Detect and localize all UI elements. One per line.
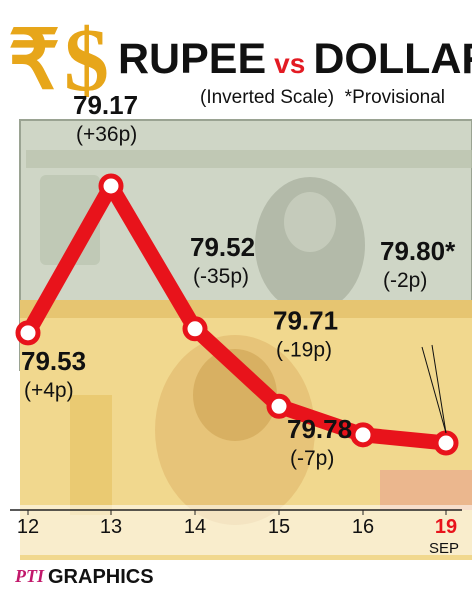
series-line xyxy=(20,178,454,451)
value-label: 79.53 xyxy=(21,346,86,376)
rupee-symbol: ₹ xyxy=(8,15,60,106)
value-label: 79.80* xyxy=(380,236,456,266)
x-tick-label: 19 xyxy=(435,516,457,538)
banknote-background xyxy=(19,119,472,560)
change-label: (+36p) xyxy=(76,123,137,146)
page-title: RUPEE vs DOLLAR xyxy=(118,35,472,83)
value-label: 79.71 xyxy=(273,305,338,335)
value-label: 79.78 xyxy=(287,414,352,444)
title-part2: DOLLAR xyxy=(313,35,472,83)
title-vs: vs xyxy=(274,48,305,79)
data-point xyxy=(350,422,376,448)
subtitle: (Inverted Scale) *Provisional xyxy=(200,87,445,108)
x-tick-label: 13 xyxy=(100,516,122,538)
footer-logo: PTI GRAPHICS xyxy=(14,566,154,588)
x-tick-label: 16 xyxy=(352,516,374,538)
change-label: (+4p) xyxy=(24,379,74,402)
series-layer xyxy=(15,173,459,456)
header: ₹ $ RUPEE vs DOLLAR (Inverted Scale) *Prov… xyxy=(8,11,472,110)
change-label: (-7p) xyxy=(290,447,334,470)
change-label: (-19p) xyxy=(276,338,332,361)
pti-logo-box xyxy=(14,566,44,585)
pti-logo: PTI xyxy=(14,566,45,586)
data-point xyxy=(15,320,41,346)
data-point xyxy=(433,430,459,456)
data-point xyxy=(98,173,124,199)
dollar-symbol: $ xyxy=(64,11,109,110)
data-point xyxy=(182,316,208,342)
x-tick-sublabel: SEP xyxy=(429,540,459,557)
change-label: (-2p) xyxy=(383,269,427,292)
x-tick-label: 12 xyxy=(17,516,39,538)
leader-line xyxy=(431,344,447,434)
title-part1: RUPEE xyxy=(118,35,266,83)
change-label: (-35p) xyxy=(193,265,249,288)
leader-line xyxy=(421,346,447,434)
value-label: 79.17 xyxy=(73,90,138,120)
x-tick-label: 14 xyxy=(184,516,206,538)
value-label: 79.52 xyxy=(190,232,255,262)
annotation-layer: 79.53 (+4p) 79.17 (+36p) 79.52 (-35p) 79.71 (-1… xyxy=(21,90,456,470)
footer-label: GRAPHICS xyxy=(48,566,154,588)
x-tick-label: 15 xyxy=(268,516,290,538)
x-tick-labels: 12 13 14 15 16 19 SEP xyxy=(17,510,459,557)
data-point xyxy=(266,393,292,419)
